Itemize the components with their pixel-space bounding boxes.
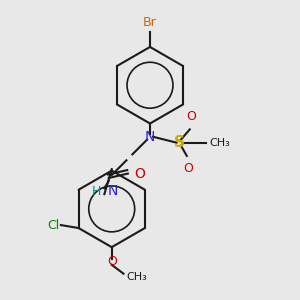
Text: S: S — [174, 135, 185, 150]
Text: O: O — [183, 162, 193, 175]
Text: O: O — [186, 110, 196, 124]
Text: Br: Br — [143, 16, 157, 29]
Text: O: O — [107, 255, 117, 268]
Text: N: N — [107, 184, 118, 198]
Text: N: N — [145, 130, 155, 144]
Text: Cl: Cl — [47, 219, 59, 232]
Text: CH₃: CH₃ — [126, 272, 147, 282]
Text: O: O — [134, 167, 145, 181]
Text: H: H — [92, 185, 101, 198]
Text: CH₃: CH₃ — [209, 138, 230, 148]
